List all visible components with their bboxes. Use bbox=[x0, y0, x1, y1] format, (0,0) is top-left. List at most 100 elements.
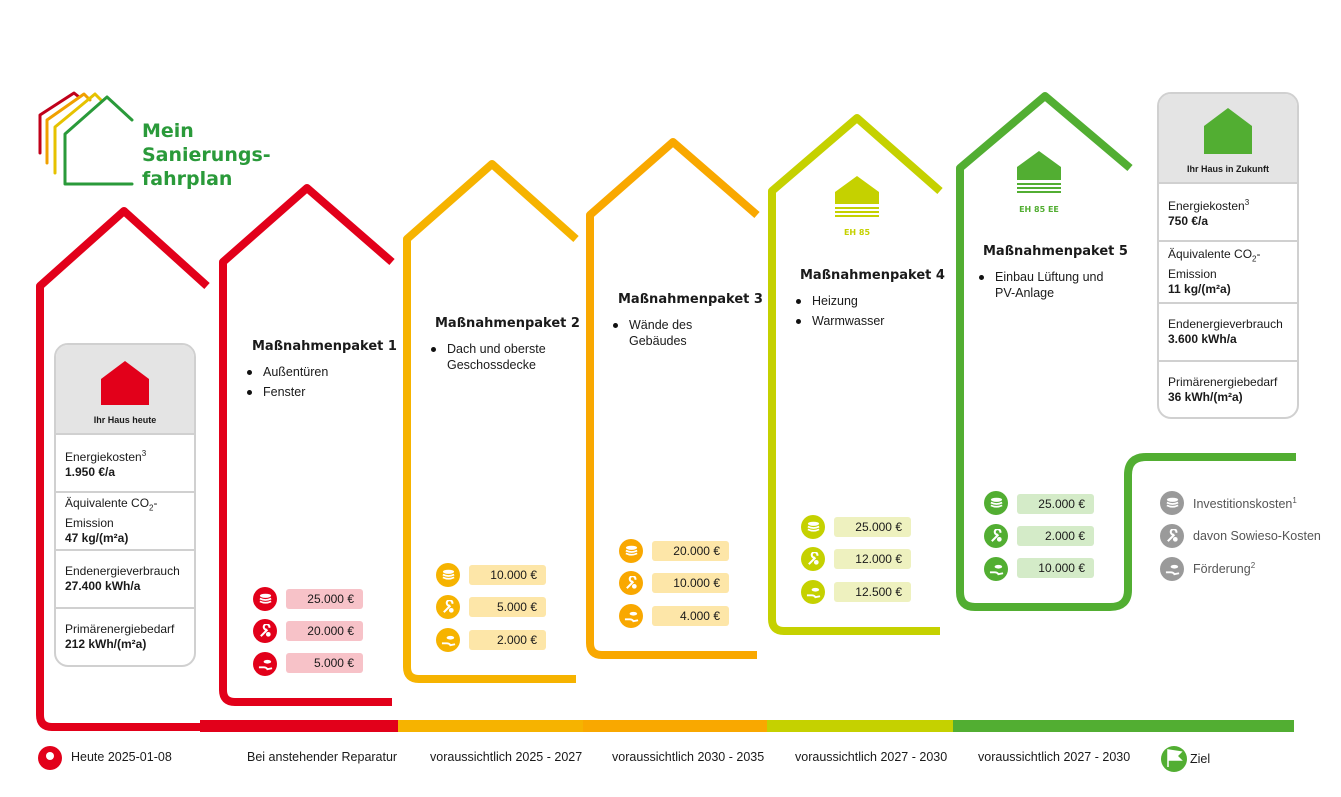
package-item: Dach und oberste Geschossdecke bbox=[430, 341, 560, 373]
stat-value: 11 kg/(m²a) bbox=[1168, 281, 1231, 296]
eh-badge: EH 85 EE bbox=[1019, 205, 1059, 214]
stat-row: Endenergieverbrauch 27.400 kWh/a bbox=[56, 549, 194, 607]
goal-flag-icon bbox=[1161, 746, 1187, 772]
cost-value: 4.000 € bbox=[652, 606, 729, 626]
package-item: Fenster bbox=[246, 384, 376, 400]
cost-value: 20.000 € bbox=[286, 621, 363, 641]
house-outline-package-5 bbox=[956, 92, 1296, 611]
eh85-house-icon bbox=[835, 176, 879, 217]
cost-value: 20.000 € bbox=[652, 541, 729, 561]
stat-name: Äquivalente CO bbox=[65, 496, 150, 511]
stat-suffix: -Emission bbox=[65, 496, 158, 530]
timeline-label-today: Heute 2025-01-08 bbox=[71, 750, 172, 764]
stat-row: Primärenergiebedarf 36 kWh/(m²a) bbox=[1159, 360, 1297, 417]
timeline-segment-green bbox=[953, 720, 1294, 732]
legend-label: davon Sowieso-Kosten bbox=[1193, 529, 1321, 543]
house-outline-current bbox=[36, 207, 215, 731]
investment-cost-icon bbox=[801, 515, 825, 539]
cost-value: 10.000 € bbox=[652, 573, 729, 593]
timeline-label-goal: Ziel bbox=[1190, 752, 1211, 766]
title-line: Mein bbox=[142, 120, 194, 142]
package-item: Einbau Lüftung und PV-Anlage bbox=[978, 269, 1118, 301]
package-title: Maßnahmenpaket 1 bbox=[252, 339, 397, 354]
cost-value: 2.000 € bbox=[1017, 526, 1094, 546]
stat-row: Äquivalente CO2-Emission 47 kg/(m²a) bbox=[56, 491, 194, 549]
stat-name: Primärenergiebedarf bbox=[1168, 375, 1278, 389]
stat-value: 212 kWh/(m²a) bbox=[65, 637, 147, 651]
house-outline-package-4 bbox=[768, 114, 943, 635]
funding-icon bbox=[436, 628, 460, 652]
card-header: Ihr Haus in Zukunft bbox=[1159, 94, 1297, 182]
house-icon bbox=[101, 361, 149, 405]
package-item: Warmwasser bbox=[795, 313, 925, 329]
stat-value: 36 kWh/(m²a) bbox=[1168, 390, 1243, 404]
package-item: Heizung bbox=[795, 293, 925, 309]
package-title: Maßnahmenpaket 3 bbox=[618, 292, 763, 307]
package-items: Einbau Lüftung und PV-Anlage bbox=[978, 269, 1118, 305]
current-house-card: Ihr Haus heute Energiekosten3 1.950 €/a … bbox=[54, 343, 196, 667]
maintenance-cost-icon bbox=[801, 547, 825, 571]
stat-name: Äquivalente CO bbox=[1168, 247, 1253, 262]
legend-label: Investitionskosten1 bbox=[1193, 496, 1297, 511]
eh85ee-house-icon bbox=[1017, 151, 1061, 193]
eh-badge: EH 85 bbox=[843, 228, 871, 237]
package-items: Außentüren Fenster bbox=[246, 364, 376, 404]
cost-value: 25.000 € bbox=[286, 589, 363, 609]
cost-value: 25.000 € bbox=[1017, 494, 1094, 514]
cost-value: 2.000 € bbox=[469, 630, 546, 650]
package-items: Wände des Gebäudes bbox=[612, 317, 752, 353]
package-title: Maßnahmenpaket 4 bbox=[800, 268, 945, 283]
maintenance-cost-icon bbox=[619, 571, 643, 595]
investment-cost-icon bbox=[619, 539, 643, 563]
timeline-label: voraussichtlich 2027 - 2030 bbox=[795, 750, 948, 764]
legend-maintenance-icon bbox=[1160, 524, 1184, 548]
stat-value: 3.600 kWh/a bbox=[1168, 332, 1237, 346]
investment-cost-icon bbox=[984, 491, 1008, 515]
legend-label: Förderung2 bbox=[1193, 561, 1255, 576]
funding-icon bbox=[253, 652, 277, 676]
house-icon bbox=[1204, 108, 1252, 154]
legend-funding-icon bbox=[1160, 557, 1184, 581]
timeline-segment-red bbox=[200, 720, 398, 732]
cost-value: 5.000 € bbox=[469, 597, 546, 617]
title-line: fahrplan bbox=[142, 168, 233, 190]
footnote: 2 bbox=[1250, 561, 1256, 570]
card-label: Ihr Haus heute bbox=[93, 415, 157, 425]
subscript: 2 bbox=[149, 503, 154, 513]
package-item: Außentüren bbox=[246, 364, 376, 380]
cost-value: 12.000 € bbox=[834, 549, 911, 569]
footnote: 1 bbox=[1292, 496, 1297, 505]
cost-value: 5.000 € bbox=[286, 653, 363, 673]
timeline-segment-amber bbox=[398, 720, 583, 732]
stat-row: Energiekosten3 750 €/a bbox=[1159, 182, 1297, 240]
footnote: 3 bbox=[141, 449, 147, 458]
stat-value: 27.400 kWh/a bbox=[65, 579, 141, 593]
stat-name: Primärenergiebedarf bbox=[65, 622, 175, 636]
house-outline-package-3 bbox=[586, 138, 760, 659]
cost-value: 10.000 € bbox=[1017, 558, 1094, 578]
maintenance-cost-icon bbox=[253, 619, 277, 643]
stat-value: 47 kg/(m²a) bbox=[65, 530, 129, 545]
stat-value: 750 €/a bbox=[1168, 214, 1209, 228]
logo-icon bbox=[38, 91, 134, 186]
card-header: Ihr Haus heute bbox=[56, 345, 194, 433]
legend-text: Investitionskosten bbox=[1193, 497, 1293, 512]
maintenance-cost-icon bbox=[984, 524, 1008, 548]
package-title: Maßnahmenpaket 2 bbox=[435, 316, 580, 331]
timeline-label: Bei anstehender Reparatur bbox=[247, 750, 398, 764]
timeline-label: voraussichtlich 2025 - 2027 bbox=[430, 750, 583, 764]
subscript: 2 bbox=[1252, 254, 1257, 264]
investment-cost-icon bbox=[253, 587, 277, 611]
stat-row: Primärenergiebedarf 212 kWh/(m²a) bbox=[56, 607, 194, 665]
legend-investment-icon bbox=[1160, 491, 1184, 515]
stat-name: Energiekosten bbox=[1168, 199, 1245, 213]
cost-value: 10.000 € bbox=[469, 565, 546, 585]
stat-value: 1.950 €/a bbox=[65, 465, 116, 479]
stat-row: Energiekosten3 1.950 €/a bbox=[56, 433, 194, 491]
funding-icon bbox=[801, 580, 825, 604]
timeline-segment-lime bbox=[767, 720, 953, 732]
location-pin-icon bbox=[38, 746, 62, 770]
title-line: Sanierungs- bbox=[142, 144, 271, 166]
house-outline-package-2 bbox=[403, 160, 579, 683]
